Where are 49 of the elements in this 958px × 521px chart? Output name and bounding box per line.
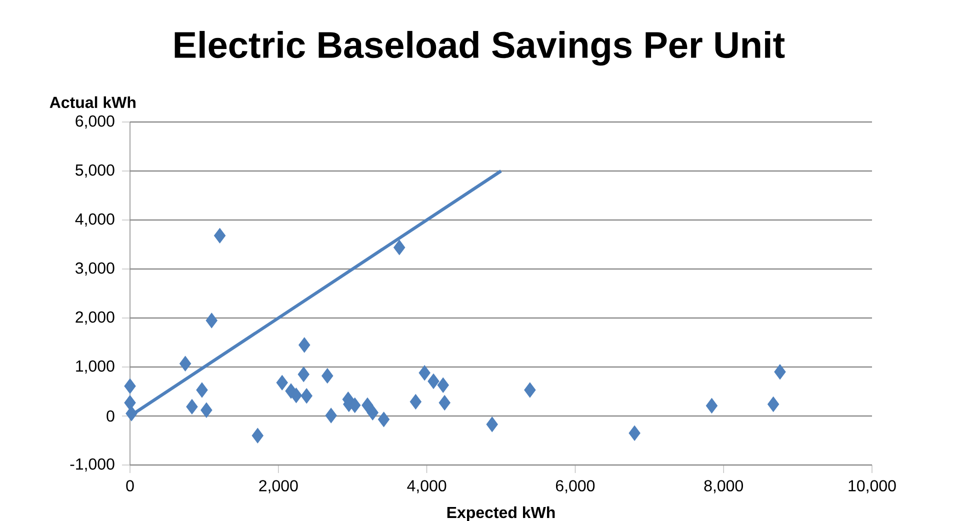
point <box>252 428 264 444</box>
point <box>124 378 136 394</box>
y-tick-label: 2,000 <box>76 311 114 325</box>
x-tick-label: 4,000 <box>407 480 446 494</box>
point <box>486 416 498 432</box>
point <box>298 366 310 382</box>
point <box>628 426 640 441</box>
point <box>362 398 374 413</box>
point <box>774 364 786 380</box>
x-tick-label: 6,000 <box>556 480 595 494</box>
y-tick-label: 6,000 <box>76 115 114 129</box>
point <box>768 396 780 412</box>
y-tick-label: -1,000 <box>70 458 114 472</box>
point <box>394 240 406 256</box>
point <box>366 404 378 420</box>
point <box>206 312 218 328</box>
point <box>214 228 226 244</box>
point <box>524 382 536 398</box>
point <box>322 368 334 384</box>
x-tick-label: 2,000 <box>259 480 298 494</box>
y-tick-label: 0 <box>106 410 114 422</box>
point <box>410 394 422 410</box>
y-tick-label: 5,000 <box>76 164 114 178</box>
point <box>706 398 718 414</box>
point <box>418 365 430 380</box>
x-tick-label: 0 <box>126 480 134 492</box>
x-tick-label: 10,000 <box>848 480 896 494</box>
x-axis-title: Expected kWh <box>447 506 555 521</box>
point <box>276 375 288 390</box>
point <box>378 412 390 428</box>
point <box>186 399 198 414</box>
point <box>126 406 138 422</box>
point <box>298 337 310 353</box>
point <box>124 395 136 410</box>
point <box>179 356 192 372</box>
y-tick-label: 1,000 <box>76 360 114 374</box>
point <box>300 388 312 404</box>
point <box>437 378 449 393</box>
y-tick-label: 3,000 <box>75 262 114 276</box>
x-tick-label: 8,000 <box>704 480 743 494</box>
point <box>438 395 450 410</box>
y-axis-title: Actual kWh <box>50 96 136 108</box>
point <box>428 374 440 389</box>
chart-title: Electric Baseload Savings Per Unit <box>174 30 785 66</box>
point <box>290 388 302 404</box>
point <box>200 402 212 418</box>
point <box>325 408 337 424</box>
y-tick-label: 4,000 <box>75 213 114 227</box>
point <box>196 382 208 398</box>
